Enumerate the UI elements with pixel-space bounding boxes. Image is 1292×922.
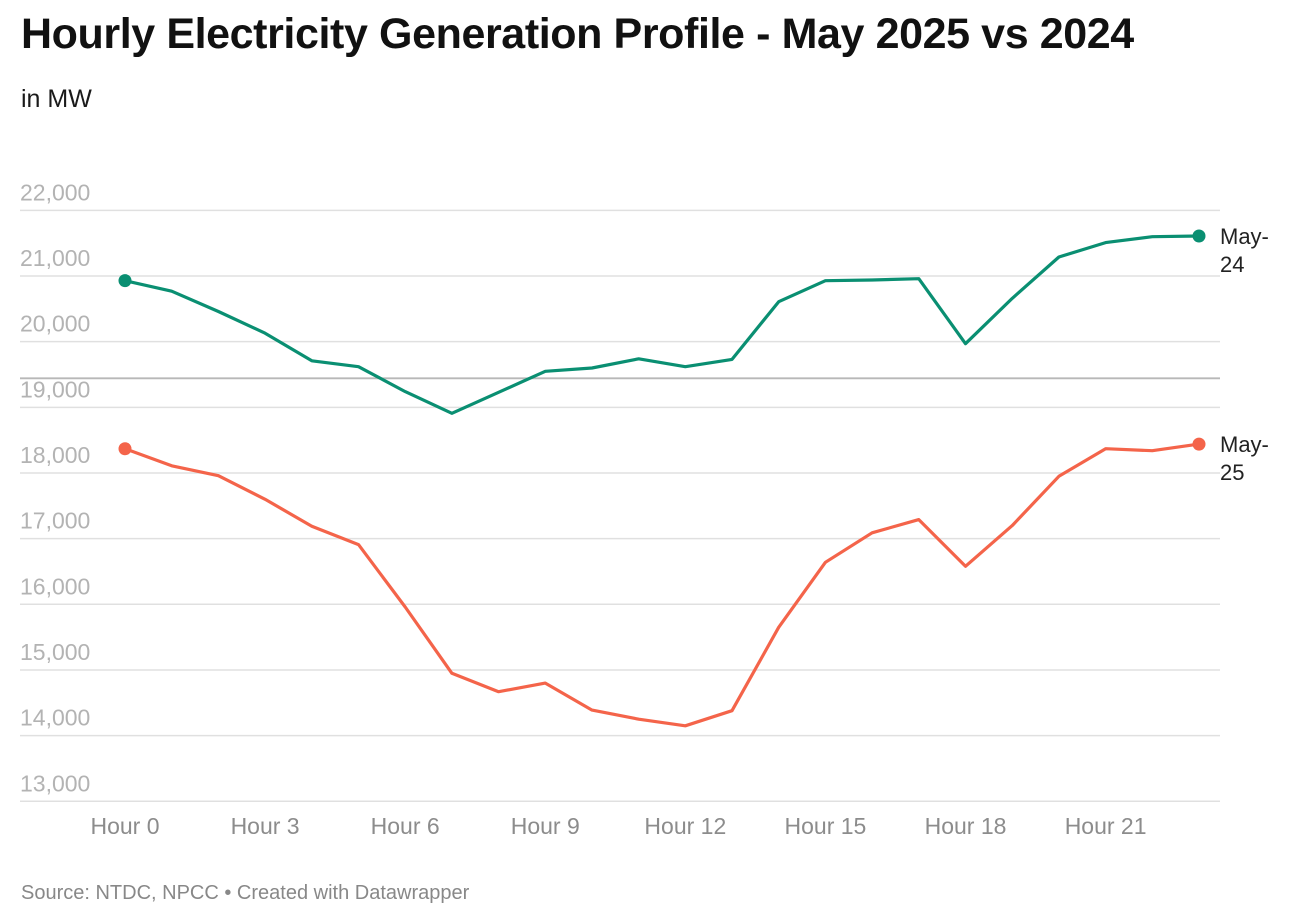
x-tick-label-6: Hour 6 bbox=[371, 813, 440, 839]
y-tick-label-20000: 20,000 bbox=[20, 311, 90, 337]
y-axis: 22,000 21,000 20,000 19,000 18,000 17,000 16,0… bbox=[20, 179, 90, 796]
x-axis: Hour 0 Hour 3 Hour 6 Hour 9 Hour 12 Hour 15 Ho… bbox=[90, 813, 1146, 839]
y-tick-label-22000: 22,000 bbox=[20, 179, 90, 205]
chart-subtitle: in MW bbox=[21, 85, 92, 113]
y-tick-label-21000: 21,000 bbox=[20, 245, 90, 271]
x-tick-label-12: Hour 12 bbox=[644, 813, 726, 839]
x-tick-label-18: Hour 18 bbox=[925, 813, 1007, 839]
series-line-may-25 bbox=[123, 442, 1201, 728]
series-label-may-24-line-0: May- bbox=[1220, 224, 1269, 249]
y-tick-label-15000: 15,000 bbox=[20, 639, 90, 665]
y-tick-label-18000: 18,000 bbox=[20, 442, 90, 468]
x-tick-label-15: Hour 15 bbox=[785, 813, 867, 839]
x-tick-label-0: Hour 0 bbox=[90, 813, 159, 839]
chart-title: Hourly Electricity Generation Profile - … bbox=[21, 10, 1134, 58]
start-point-may-24 bbox=[118, 274, 132, 288]
y-tick-label-16000: 16,000 bbox=[20, 573, 90, 599]
source-note: Source: NTDC, NPCC • Created with Datawr… bbox=[21, 882, 470, 904]
end-point-may-24 bbox=[1192, 229, 1206, 243]
x-tick-label-21: Hour 21 bbox=[1065, 813, 1147, 839]
y-tick-label-19000: 19,000 bbox=[20, 376, 90, 402]
series-label-may-25-line-0: May- bbox=[1220, 432, 1269, 457]
series bbox=[118, 229, 1206, 728]
start-point-may-25 bbox=[118, 442, 132, 456]
y-tick-label-17000: 17,000 bbox=[20, 508, 90, 534]
series-label-may-25-line-1: 25 bbox=[1220, 460, 1244, 485]
series-labels: May- 24 May- 25 bbox=[1220, 224, 1269, 485]
gridlines bbox=[20, 209, 1220, 803]
x-tick-label-9: Hour 9 bbox=[511, 813, 580, 839]
y-tick-label-13000: 13,000 bbox=[20, 770, 90, 796]
end-point-may-25 bbox=[1192, 437, 1206, 451]
y-tick-label-14000: 14,000 bbox=[20, 705, 90, 731]
series-label-may-24-line-1: 24 bbox=[1220, 252, 1244, 277]
x-tick-label-3: Hour 3 bbox=[231, 813, 300, 839]
series-line-may-24 bbox=[123, 234, 1201, 415]
